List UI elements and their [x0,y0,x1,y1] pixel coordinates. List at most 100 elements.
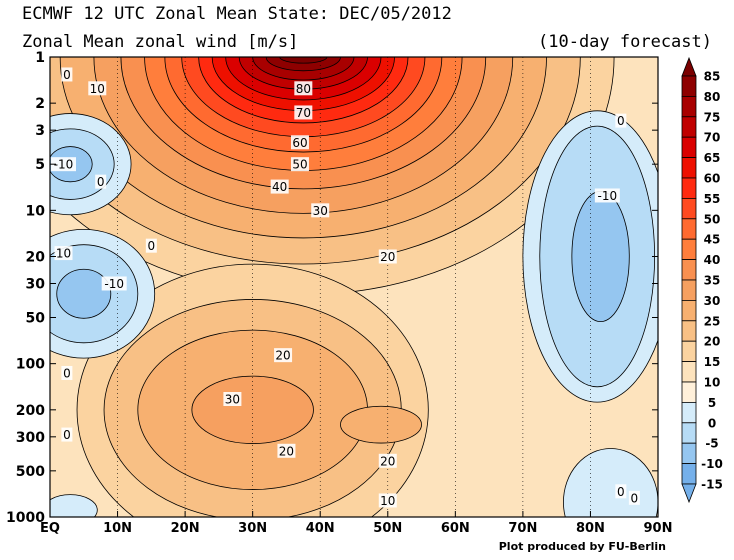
contour-label-bg-15 [51,157,77,172]
colorbar-label-0: 85 [704,70,721,84]
colorbar-label-3: 70 [704,131,721,145]
trop-jet-secondary-max [340,405,422,444]
plot-border [49,56,659,518]
contour-label-5: 30 [313,204,328,218]
colorbar-swatch-13 [681,340,697,363]
colorbar-swatch-4 [681,157,697,179]
contour-label-bg-14 [101,276,127,291]
colorbar-label-4: 65 [704,151,721,165]
y-tick-label-500: 500 [16,464,45,480]
colorbar-label-8: 45 [704,233,721,247]
colorbar-label-17: 0 [708,416,716,430]
x-tick-label-10N: 10N [103,521,132,536]
colorbar-label-19: -10 [701,457,723,471]
contour-label-16: 0 [97,175,105,189]
y-tick-label-3: 3 [35,123,45,139]
colorbar-label-20: -15 [701,478,723,492]
contour-labels: 8070605040302020302020101010-10-10000000… [51,67,640,508]
contour-label-bg-16 [95,174,107,189]
colorbar-label-18: -5 [705,437,718,451]
colorbar-label-12: 25 [704,314,721,328]
colorbar-swatch-9 [681,259,697,281]
colorbar-swatch-18 [681,442,697,465]
contour-label-10: 20 [380,454,395,468]
contour-label-3: 50 [292,158,307,172]
contour-label-8: 30 [225,393,240,407]
forecast-label: (10-day forecast) [538,32,712,52]
colorbar-swatch-8 [681,238,697,260]
y-tick-label-30: 30 [26,276,46,292]
colorbar-top-arrow [681,56,697,77]
colorbar-label-1: 80 [704,90,721,104]
contour-label-bg-18 [61,67,73,82]
easterly-polar-10 [571,190,630,323]
x-tick-label-30N: 30N [238,521,267,536]
colorbar-swatch-3 [681,136,697,158]
y-tick-label-5: 5 [35,157,45,173]
x-tick-label-70N: 70N [508,521,537,536]
contour-label-7: 20 [275,349,290,363]
contour-label-2: 60 [292,136,307,150]
colorbar-label-10: 35 [704,274,721,288]
contour-label-bg-22 [594,188,620,203]
colorbar-swatch-15 [681,381,697,403]
contour-label-0: 80 [296,82,311,96]
colorbar-swatch-0 [681,75,697,97]
colorbar-label-9: 40 [704,253,721,267]
colorbar-swatch-16 [681,401,697,424]
contour-label-15: -10 [54,158,74,172]
colorbar-swatch-19 [681,463,697,485]
contour-label-1: 70 [296,106,311,120]
x-tick-label-EQ: EQ [40,521,60,536]
contour-label-14: -10 [104,277,124,291]
contour-label-bg-4 [270,179,289,194]
contour-label-bg-3 [290,157,309,172]
contour-label-12: 10 [90,82,105,96]
colorbar-swatch-7 [681,218,697,240]
colorbar-swatch-17 [681,422,697,444]
colorbar-swatch-11 [681,299,697,322]
contour-label-bg-23 [615,484,627,499]
contour-label-bg-9 [277,443,296,458]
easterly-equator-surface [50,494,98,517]
colorbar-swatch-14 [681,361,697,383]
plot-frame [49,56,659,518]
x-tick-label-20N: 20N [171,521,200,536]
contour-label-bg-19 [61,365,73,380]
contour-label-bg-17 [145,238,157,253]
contour-label-bg-12 [88,81,107,96]
contour-label-bg-2 [290,135,309,150]
contour-label-bg-20 [61,427,73,442]
colorbar-swatch-12 [681,320,697,342]
contour-label-19: 0 [63,366,71,380]
x-tick-label-60N: 60N [441,521,470,536]
colorbar-bottom-arrow [681,483,697,504]
colorbar-label-2: 75 [704,110,721,124]
y-tick-label-200: 200 [16,403,45,419]
x-tick-label-90N: 90N [644,521,673,536]
contour-label-bg-8 [223,392,242,407]
x-tick-label-80N: 80N [576,521,605,536]
x-tick-label-50N: 50N [373,521,402,536]
colorbar-swatch-6 [681,197,697,220]
colorbar-label-16: 5 [708,396,716,410]
contour-label-17: 0 [148,239,156,253]
colorbar-label-7: 50 [704,212,721,226]
chart-title: ECMWF 12 UTC Zonal Mean State: DEC/05/20… [22,4,452,24]
colorbar-swatch-1 [681,96,697,118]
contour-label-11: 10 [380,494,395,508]
y-tick-label-20: 20 [26,249,46,265]
colorbar-label-13: 20 [704,335,721,349]
x-axis: EQ 10N 20N 30N 40N 50N 60N 70N 80N 90N [40,511,672,536]
contour-label-bg-5 [311,203,330,218]
contour-label-21: 0 [617,114,625,128]
y-tick-label-10: 10 [26,203,46,219]
colorbar-label-5: 60 [704,172,721,186]
contour-label-13: 10 [56,247,71,261]
contour-label-4: 40 [272,180,287,194]
contour-label-bg-24 [628,490,640,505]
y-tick-label-1000: 1000 [6,510,45,526]
y-tick-label-1: 1 [35,50,45,66]
